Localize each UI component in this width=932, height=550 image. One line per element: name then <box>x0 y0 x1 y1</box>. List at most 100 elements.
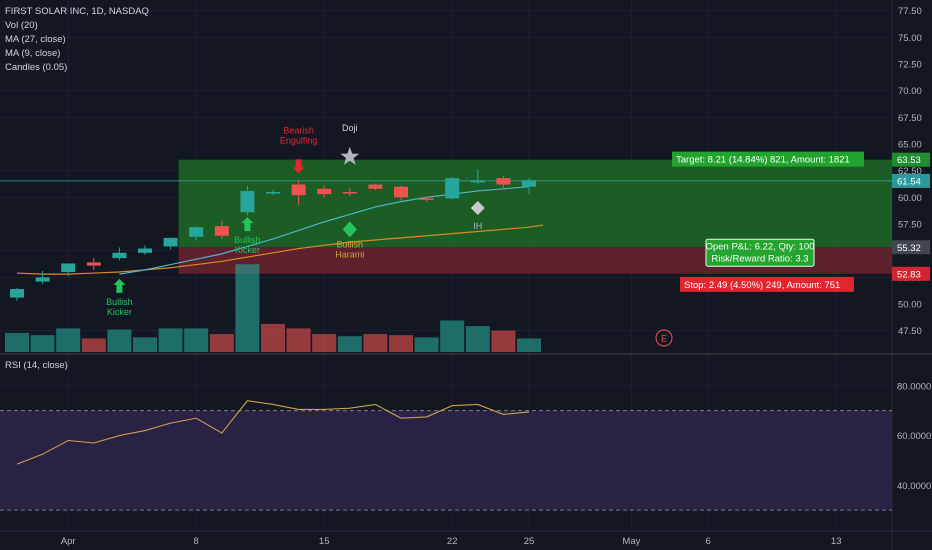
candle-body <box>445 178 460 199</box>
legend-ma9[interactable]: MA (9, close) <box>5 48 61 59</box>
moving-averages <box>16 186 544 275</box>
price-tag-label: 61.54 <box>897 176 921 187</box>
ma9-line <box>119 186 530 275</box>
volume-bar <box>30 335 55 352</box>
pattern-markers: BullishKickerBullishKickerBearishEngulfi… <box>106 123 673 347</box>
price-tick-label: 77.50 <box>898 6 922 17</box>
ma27-line <box>16 224 544 275</box>
volume-bar <box>81 338 106 352</box>
pattern-label: Bearish <box>283 125 314 135</box>
bearish-arrow-icon <box>292 159 305 174</box>
pattern-label: Bullish <box>106 297 133 307</box>
target-label: Target: 8.21 (14.84%) 821, Amount: 1821 <box>676 155 850 166</box>
earnings-marker-icon <box>655 329 673 347</box>
candle-body <box>35 277 50 282</box>
legend-volume[interactable]: Vol (20) <box>5 20 38 31</box>
candle-body <box>240 190 255 213</box>
candlesticks <box>10 169 536 301</box>
volume-bar <box>235 264 260 352</box>
volume-bar <box>56 328 81 352</box>
pattern-label: Bullish <box>337 239 364 249</box>
legend-ma27[interactable]: MA (27, close) <box>5 34 66 45</box>
pattern-label: Kicker <box>107 307 132 317</box>
bullish-arrow-icon <box>113 278 126 293</box>
legend-title[interactable]: FIRST SOLAR INC, 1D, NASDAQ <box>5 6 149 17</box>
legend-rsi[interactable]: RSI (14, close) <box>5 360 68 371</box>
volume-bar <box>389 335 413 352</box>
pnl-label: Open P&L: 6.22, Qty: 100 <box>706 241 815 252</box>
candle-body <box>214 226 229 236</box>
volume-bar <box>491 330 516 352</box>
candle-body <box>317 188 332 195</box>
price-tick-label: 65.00 <box>898 140 922 151</box>
time-tick-label: 15 <box>319 536 330 547</box>
candle-body <box>189 227 204 237</box>
candle-body <box>291 184 306 196</box>
price-tag-label: 55.32 <box>897 243 921 254</box>
volume-bar <box>209 334 234 352</box>
price-tag <box>892 152 930 167</box>
earnings-marker-label: E <box>661 334 667 344</box>
doji-star-icon <box>340 146 360 165</box>
price-tick-label: 67.50 <box>898 113 922 124</box>
price-tick-label: 47.50 <box>898 326 922 337</box>
candle-body <box>86 262 101 266</box>
time-tick-label: 8 <box>194 536 199 547</box>
pnl-box <box>705 238 815 267</box>
volume-bar <box>158 328 183 352</box>
price-tick-label: 50.00 <box>898 300 922 311</box>
pattern-label: Kicker <box>235 245 260 255</box>
rsi-band <box>0 410 892 511</box>
ih-diamond-icon <box>470 201 485 215</box>
legend-candles[interactable]: Candles (0.05) <box>5 62 68 73</box>
price-tick-label: 72.50 <box>898 60 922 71</box>
time-tick-label: 22 <box>447 536 458 547</box>
candle-body <box>112 252 127 259</box>
bullish-arrow-icon <box>241 217 254 232</box>
volume-bar <box>414 337 439 352</box>
price-axis[interactable]: 77.50 75.00 72.50 70.00 67.50 65.00 62.50 60.00… <box>892 6 931 492</box>
indicator-legend: FIRST SOLAR INC, 1D, NASDAQ Vol (20) MA … <box>5 5 149 75</box>
stop-label: Stop: 2.49 (4.50%) 249, Amount: 751 <box>684 280 840 291</box>
target-zone <box>178 159 893 248</box>
time-tick-label: Apr <box>61 536 76 547</box>
volume-bar <box>517 338 541 352</box>
rsi-tick-label: 80.0000 <box>897 381 931 392</box>
candle-body <box>522 180 536 187</box>
volume-bar <box>337 336 362 352</box>
price-tick-label: 57.50 <box>898 220 922 231</box>
candle-body <box>61 263 76 272</box>
rsi-tick-label: 60.0000 <box>897 431 931 442</box>
pattern-label: IH <box>473 221 482 231</box>
volume-bar <box>133 337 157 352</box>
volume-bar <box>312 334 337 352</box>
volume-bars <box>5 264 541 352</box>
risk-reward-label: Risk/Reward Ratio: 3.3 <box>711 253 808 264</box>
candle-body <box>368 184 383 189</box>
rsi-tick-label: 40.0000 <box>897 481 931 492</box>
harami-diamond-icon <box>342 221 357 238</box>
price-tag-label: 52.83 <box>897 269 921 280</box>
candle-body <box>266 192 280 194</box>
candle-body <box>342 192 357 194</box>
candle-body <box>419 198 434 200</box>
candle-body <box>470 180 485 183</box>
volume-bar <box>440 320 465 352</box>
price-tick-label: 60.00 <box>898 193 922 204</box>
time-axis[interactable]: Apr 8 15 22 25 May 6 13 <box>61 536 842 547</box>
pattern-label: Engulfing <box>280 135 318 145</box>
pattern-label: Harami <box>335 249 364 259</box>
time-tick-label: May <box>622 536 640 547</box>
rsi-pane <box>0 385 892 511</box>
target-label-bg <box>672 151 864 167</box>
candle-body <box>10 289 24 298</box>
volume-bar <box>184 328 209 352</box>
time-tick-label: 13 <box>831 536 842 547</box>
price-tag <box>892 266 930 281</box>
price-tag <box>892 173 930 188</box>
volume-bar <box>107 329 132 352</box>
volume-bar <box>261 323 285 352</box>
volume-bar <box>286 328 311 352</box>
price-tick-label: 62.50 <box>898 166 922 177</box>
